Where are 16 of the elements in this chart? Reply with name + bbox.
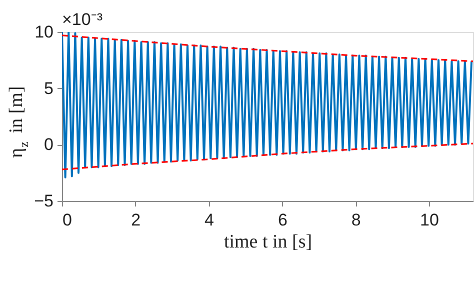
line-series	[62, 34, 473, 62]
x-axis-title: time t in [s]	[224, 232, 312, 252]
y-tick-label: −5	[34, 192, 54, 210]
x-tick-label: 6	[278, 210, 288, 230]
y-tick-label: 5	[44, 78, 54, 98]
x-tick-label: 2	[131, 210, 141, 230]
line-series	[62, 142, 473, 170]
x-tick-label: 10	[420, 210, 439, 230]
x-tick-label: 0	[62, 210, 72, 230]
x-tick-label: 8	[351, 210, 361, 230]
line-series	[62, 32, 473, 178]
y-tick-label: 10	[34, 22, 54, 42]
y-tick-label: 0	[44, 135, 54, 154]
text: ×10⁻³	[62, 10, 103, 29]
x-tick-label: 4	[204, 210, 214, 230]
y-axis-title: ηz in [m]	[6, 86, 31, 158]
